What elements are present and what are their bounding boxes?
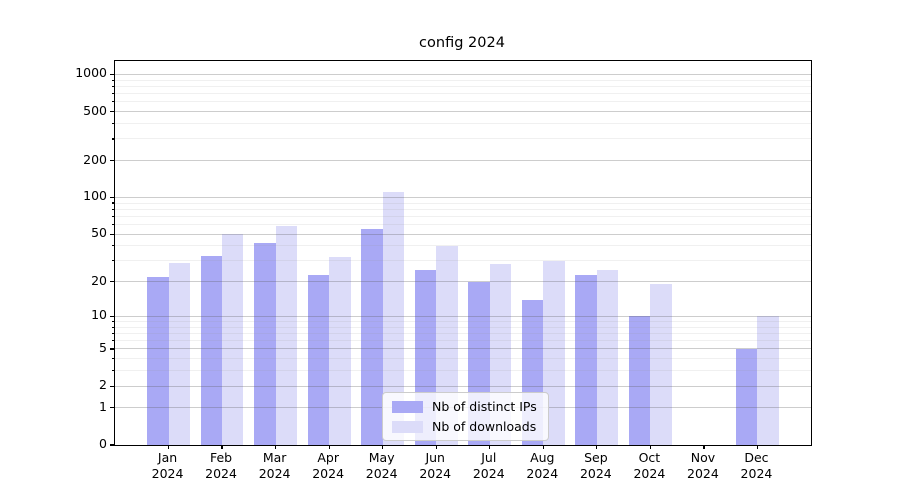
- x-tick-month: Dec: [744, 450, 769, 465]
- x-tick-month: Jul: [481, 450, 497, 465]
- x-tick-label: Oct 2024: [617, 450, 681, 482]
- x-tick-month: Apr: [317, 450, 339, 465]
- x-tick-month: Oct: [638, 450, 661, 465]
- bar-distinct-ips: [628, 316, 651, 445]
- x-tick-label: Aug 2024: [510, 450, 574, 482]
- bar-downloads: [382, 192, 405, 445]
- x-tick-label: Nov 2024: [671, 450, 735, 482]
- x-tick-year: 2024: [633, 466, 666, 481]
- x-tick-year: 2024: [526, 466, 559, 481]
- x-tick-label: Feb 2024: [189, 450, 253, 482]
- y-tick-label: 1: [99, 398, 107, 414]
- legend-label-downloads: Nb of downloads: [432, 419, 537, 434]
- x-tick-label: Apr 2024: [296, 450, 360, 482]
- bar-distinct-ips: [254, 243, 276, 445]
- y-tick-label: 100: [83, 188, 107, 204]
- y-axis-labels: 0 1 2 5 10 20 50 100 200 500 1000: [0, 0, 107, 500]
- y-tick-label: 1000: [75, 65, 107, 81]
- x-tick-month: Jan: [157, 450, 178, 465]
- x-tick-year: 2024: [151, 466, 184, 481]
- plot-area: Nb of distinct IPs Nb of downloads: [110, 60, 812, 449]
- x-tick-year: 2024: [258, 466, 291, 481]
- x-tick-label: May 2024: [350, 450, 414, 482]
- x-tick-year: 2024: [579, 466, 612, 481]
- bar-distinct-ips: [361, 229, 383, 445]
- x-tick-label: Dec 2024: [724, 450, 788, 482]
- x-tick-month: Aug: [530, 450, 555, 465]
- bar-downloads: [222, 234, 244, 445]
- x-tick-month: Jun: [425, 450, 445, 465]
- x-tick-month: Sep: [584, 450, 608, 465]
- y-tick-label: 200: [83, 151, 107, 167]
- y-tick-label: 20: [91, 272, 107, 288]
- y-tick-label: 2: [99, 377, 107, 393]
- legend-item-downloads: Nb of downloads: [392, 419, 537, 434]
- legend-swatch-distinct-ips: [392, 400, 423, 413]
- x-tick-year: 2024: [740, 466, 773, 481]
- x-tick-year: 2024: [472, 466, 505, 481]
- chart-title: config 2024: [419, 35, 505, 51]
- x-tick-label: Sep 2024: [564, 450, 628, 482]
- y-tick-label: 500: [83, 102, 107, 118]
- bar-downloads: [757, 316, 779, 445]
- bar-downloads: [329, 257, 351, 445]
- y-tick-label: 50: [91, 225, 107, 241]
- bars-layer: [115, 61, 811, 445]
- x-tick-year: 2024: [312, 466, 345, 481]
- y-tick-label: 0: [99, 436, 107, 451]
- x-tick-label: Jul 2024: [457, 450, 521, 482]
- legend-label-distinct-ips: Nb of distinct IPs: [432, 399, 537, 414]
- x-tick-month: Feb: [209, 450, 233, 465]
- bar-downloads: [596, 270, 619, 445]
- x-tick-year: 2024: [365, 466, 398, 481]
- x-tick-year: 2024: [205, 466, 237, 481]
- bar-distinct-ips: [147, 276, 169, 445]
- bar-distinct-ips: [736, 348, 758, 445]
- x-tick-label: Jun 2024: [403, 450, 467, 482]
- x-tick-label: Jan 2024: [136, 450, 200, 482]
- legend-swatch-downloads: [392, 420, 423, 433]
- y-tick-label: 5: [99, 339, 107, 355]
- x-tick-month: Mar: [262, 450, 287, 465]
- y-tick-label: 10: [91, 307, 107, 323]
- x-tick-year: 2024: [687, 466, 719, 481]
- legend-item-distinct-ips: Nb of distinct IPs: [392, 399, 537, 414]
- bar-downloads: [650, 284, 672, 445]
- legend: Nb of distinct IPs Nb of downloads: [382, 392, 549, 441]
- bar-distinct-ips: [200, 255, 223, 445]
- x-tick-month: Nov: [690, 450, 716, 465]
- bar-distinct-ips: [307, 274, 330, 445]
- bar-downloads: [168, 262, 190, 445]
- bar-distinct-ips: [575, 274, 597, 445]
- x-tick-year: 2024: [419, 466, 452, 481]
- x-tick-label: Mar 2024: [243, 450, 307, 482]
- x-tick-month: May: [368, 450, 395, 465]
- bar-downloads: [275, 226, 297, 445]
